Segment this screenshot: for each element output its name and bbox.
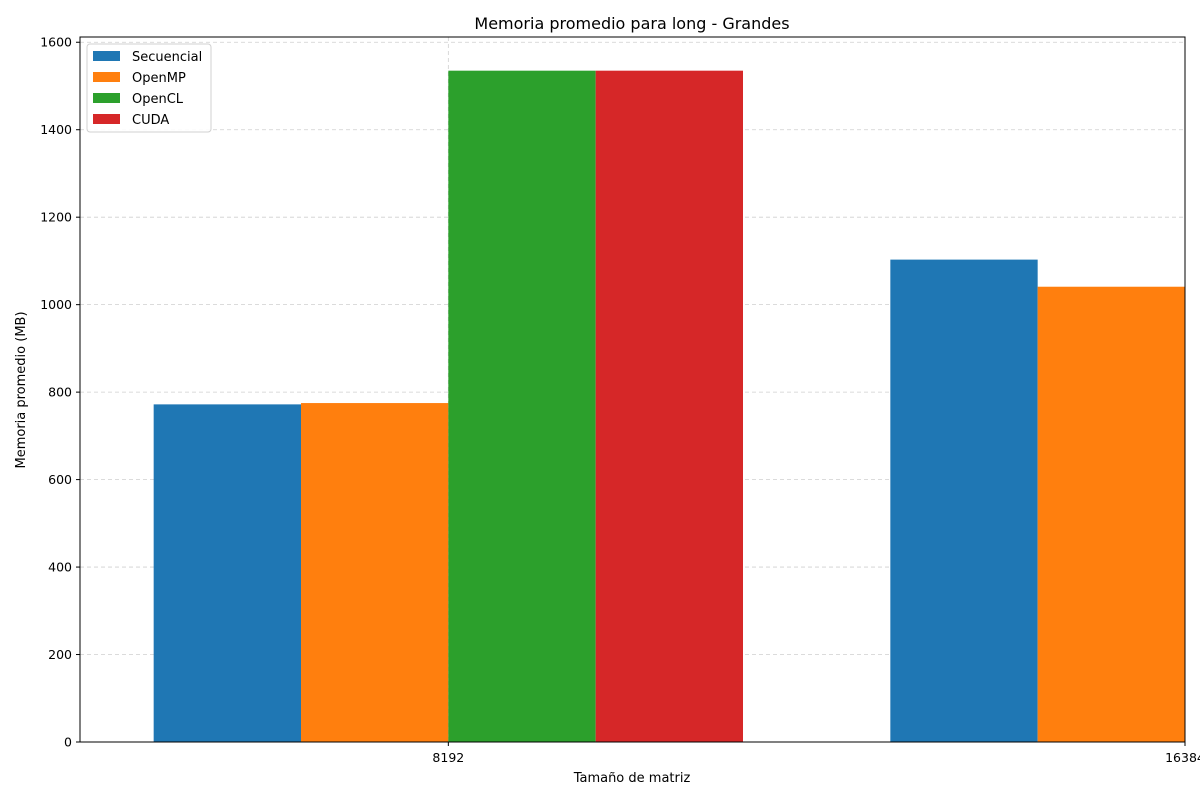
chart-title: Memoria promedio para long - Grandes: [474, 14, 789, 33]
legend: Secuencial OpenMP OpenCL CUDA: [86, 43, 212, 133]
bar-secuencial-8192: [153, 404, 301, 742]
y-tick-label: 800: [48, 385, 72, 400]
y-tick-label: 1200: [40, 210, 72, 225]
plot-frame: [79, 36, 1186, 743]
x-axis-ticks: 8192 16384: [432, 742, 1200, 765]
legend-swatch-cuda: [93, 114, 120, 124]
x-axis-title: Tamaño de matriz: [573, 771, 691, 786]
legend-swatch-secuencial: [93, 51, 120, 61]
legend-label-cuda: CUDA: [132, 113, 169, 128]
y-axis-title: Memoria promedio (MB): [14, 311, 29, 468]
y-tick-label: 600: [48, 472, 72, 487]
legend-label-secuencial: Secuencial: [132, 50, 202, 65]
y-tick-label: 200: [48, 647, 72, 662]
y-tick-label: 400: [48, 560, 72, 575]
legend-swatch-openmp: [93, 72, 120, 82]
bars: [153, 70, 1185, 743]
y-tick-label: 0: [64, 735, 72, 750]
legend-swatch-opencl: [93, 93, 120, 103]
legend-label-opencl: OpenCL: [132, 92, 184, 107]
legend-label-openmp: OpenMP: [132, 71, 186, 86]
bar-secuencial-16384: [890, 259, 1038, 742]
bar-opencl-8192: [448, 70, 596, 743]
legend-box: [86, 43, 212, 133]
bar-openmp-16384: [1037, 286, 1185, 742]
x-tick-label: 8192: [432, 750, 464, 765]
y-tick-label: 1600: [40, 35, 72, 50]
bar-openmp-8192: [301, 403, 449, 742]
y-tick-label: 1400: [40, 122, 72, 137]
x-tick-label: 16384: [1165, 750, 1200, 765]
y-axis-ticks: 0 200 400 600 800 1000 1200 1400 1600: [40, 35, 80, 750]
y-tick-label: 1000: [40, 297, 72, 312]
bar-cuda-8192: [595, 70, 743, 743]
